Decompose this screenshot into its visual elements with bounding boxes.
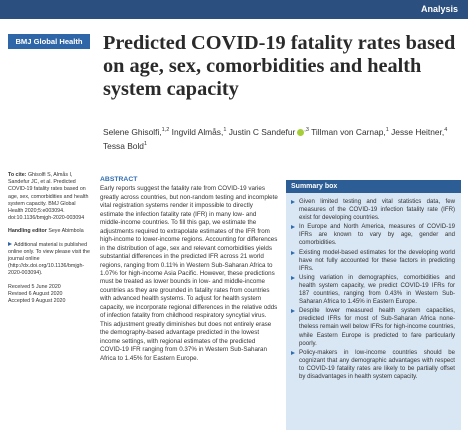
affiliation: ,3 bbox=[304, 127, 309, 133]
dates: Received 5 June 2020 Revised 6 August 202… bbox=[8, 284, 92, 306]
abstract-heading: ABSTRACT bbox=[100, 176, 138, 183]
summary-heading: Summary box bbox=[286, 180, 461, 193]
editor: Handling editor Seye Abimbola bbox=[8, 228, 92, 235]
author: Tessa Bold1 bbox=[103, 141, 147, 151]
author-list: Selene Ghisolfi,1,2 Ingvild Almås,1 Just… bbox=[103, 124, 463, 152]
author-name: Justin C Sandefur bbox=[228, 126, 296, 137]
summary-item: Given limited testing and vital statisti… bbox=[291, 198, 455, 222]
additional-text: Additional material is published online … bbox=[8, 241, 90, 277]
orcid-icon bbox=[297, 128, 305, 136]
date: Revised 6 August 2020 bbox=[8, 290, 63, 297]
author: Justin C Sandefur ,3 bbox=[229, 127, 309, 137]
article-title: Predicted COVID-19 fatality rates based … bbox=[103, 32, 456, 100]
summary-item: Existing model-based estimates for the d… bbox=[291, 248, 455, 272]
author: Tillman von Carnap,1 bbox=[311, 127, 389, 137]
author-name: Selene Ghisolfi, bbox=[103, 126, 162, 137]
affiliation: 1,2 bbox=[161, 127, 170, 133]
section-label: Analysis bbox=[420, 4, 458, 14]
sidebar: To cite: Ghisolfi S, Almås I, Sandefur J… bbox=[8, 172, 92, 311]
author: Selene Ghisolfi,1,2 bbox=[103, 127, 169, 137]
journal-badge: BMJ Global Health bbox=[8, 34, 90, 49]
affiliation: 1 bbox=[385, 127, 389, 133]
author: Jesse Heitner,4 bbox=[391, 127, 447, 137]
summary-item: Policy-makers in low-income countries sh… bbox=[291, 348, 455, 380]
summary-item: Using variation in demographics, comorbi… bbox=[291, 273, 455, 306]
additional: Additional material is published online … bbox=[8, 241, 92, 278]
author: Ingvild Almås,1 bbox=[172, 127, 227, 137]
abstract: ABSTRACT Early reports suggest the fatal… bbox=[100, 176, 278, 363]
cite-label: To cite: bbox=[8, 172, 27, 178]
cite-text: Ghisolfi S, Almås I, Sandefur JC, et al.… bbox=[8, 172, 89, 222]
top-bar bbox=[0, 0, 468, 19]
summary-item: Despite lower measured health system cap… bbox=[291, 307, 455, 347]
bullet bbox=[8, 241, 12, 246]
summary-item: In Europe and North America, measures of… bbox=[291, 223, 455, 247]
affiliation: 1 bbox=[143, 140, 148, 147]
summary-box: Summary box Given limited testing and vi… bbox=[286, 180, 461, 430]
summary-list: Given limited testing and vital statisti… bbox=[286, 193, 461, 381]
editor-label: Handling editor bbox=[8, 228, 47, 235]
date: Received 5 June 2020 bbox=[8, 283, 61, 290]
abstract-text: Early reports suggest the fatality rate … bbox=[100, 185, 278, 362]
affiliation: 1 bbox=[223, 127, 227, 133]
citation: To cite: Ghisolfi S, Almås I, Sandefur J… bbox=[8, 172, 92, 222]
editor-name: Seye Abimbola bbox=[48, 228, 84, 235]
date: Accepted 9 August 2020 bbox=[8, 298, 66, 305]
author-name: Tessa Bold bbox=[103, 140, 144, 151]
author-name: Jesse Heitner, bbox=[391, 126, 445, 137]
author-name: Ingvild Almås, bbox=[171, 126, 224, 137]
author-name: Tillman von Carnap, bbox=[311, 126, 386, 137]
affiliation: 4 bbox=[444, 127, 448, 133]
